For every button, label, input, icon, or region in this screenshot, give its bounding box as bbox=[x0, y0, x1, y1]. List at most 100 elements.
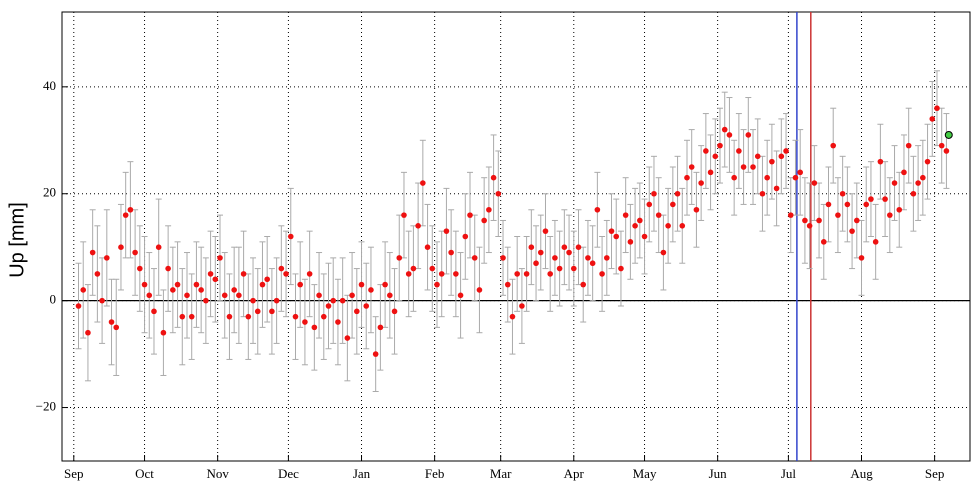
data-point bbox=[212, 276, 219, 283]
data-point bbox=[566, 249, 572, 256]
data-point bbox=[420, 180, 426, 186]
y-tick-label: 40 bbox=[43, 78, 56, 93]
data-point bbox=[863, 201, 870, 208]
y-axis-label: Up [mm] bbox=[6, 202, 28, 278]
data-point bbox=[330, 297, 337, 304]
data-point bbox=[396, 255, 403, 261]
data-point bbox=[740, 164, 747, 170]
data-point bbox=[778, 153, 785, 160]
data-point bbox=[943, 148, 950, 154]
data-point bbox=[349, 292, 355, 299]
data-point bbox=[674, 190, 681, 197]
data-point bbox=[363, 303, 370, 309]
data-point bbox=[736, 148, 742, 154]
data-point bbox=[750, 164, 756, 170]
data-point bbox=[453, 271, 459, 277]
data-point bbox=[721, 126, 728, 133]
data-point bbox=[594, 206, 601, 213]
data-point bbox=[816, 217, 822, 224]
data-point bbox=[575, 244, 582, 250]
data-point bbox=[853, 217, 860, 224]
y-tick-label: 0 bbox=[50, 292, 57, 307]
data-point bbox=[486, 206, 492, 213]
data-point bbox=[844, 201, 851, 208]
x-tick-label: Sep bbox=[64, 466, 84, 481]
data-point bbox=[523, 271, 530, 277]
data-point bbox=[155, 244, 162, 250]
data-point bbox=[245, 313, 252, 320]
data-point bbox=[731, 174, 737, 181]
data-point bbox=[509, 313, 516, 320]
data-point bbox=[250, 297, 256, 304]
data-point bbox=[783, 148, 789, 154]
data-point bbox=[221, 292, 228, 299]
data-point bbox=[622, 212, 629, 218]
data-point bbox=[320, 313, 327, 320]
x-tick-label: Jun bbox=[709, 466, 728, 481]
x-tick-label: Aug bbox=[850, 466, 873, 481]
data-point bbox=[589, 260, 596, 267]
data-point bbox=[184, 292, 190, 299]
data-point bbox=[151, 308, 157, 315]
x-tick-label: Jan bbox=[353, 466, 371, 481]
data-point bbox=[207, 271, 214, 277]
data-point bbox=[127, 206, 134, 213]
data-point bbox=[410, 265, 417, 272]
data-point bbox=[547, 271, 553, 277]
data-point bbox=[80, 287, 87, 293]
y-tick-label: −20 bbox=[36, 399, 56, 414]
x-tick-label: Mar bbox=[490, 466, 512, 481]
data-point bbox=[203, 297, 209, 304]
data-point bbox=[651, 190, 657, 197]
data-point bbox=[415, 223, 421, 229]
data-point bbox=[726, 132, 733, 138]
data-point bbox=[462, 233, 469, 240]
data-point bbox=[679, 223, 686, 229]
x-tick-label: Nov bbox=[206, 466, 229, 481]
y-tick-label: 20 bbox=[43, 185, 56, 200]
data-point bbox=[335, 319, 341, 325]
data-point bbox=[264, 276, 270, 283]
data-point bbox=[655, 212, 662, 218]
data-point bbox=[481, 217, 487, 224]
data-point bbox=[929, 116, 936, 122]
data-point bbox=[905, 142, 912, 149]
x-tick-label: Dec bbox=[278, 466, 299, 481]
data-point bbox=[802, 217, 808, 224]
data-point bbox=[665, 223, 671, 229]
data-point bbox=[641, 233, 648, 240]
data-point bbox=[769, 158, 775, 165]
data-point bbox=[368, 287, 374, 293]
data-point bbox=[269, 308, 275, 315]
data-point bbox=[552, 255, 558, 261]
data-point bbox=[198, 287, 204, 293]
data-point bbox=[660, 249, 667, 256]
data-point bbox=[113, 324, 120, 331]
data-point bbox=[580, 281, 587, 288]
data-point bbox=[297, 281, 304, 288]
data-point bbox=[302, 319, 308, 325]
x-tick-label: Feb bbox=[425, 466, 445, 481]
data-point bbox=[915, 180, 921, 186]
data-point bbox=[839, 190, 846, 197]
data-point bbox=[754, 153, 761, 160]
plot-frame bbox=[61, 11, 971, 462]
data-point bbox=[401, 212, 407, 218]
data-point bbox=[570, 265, 577, 272]
data-point bbox=[490, 174, 497, 181]
data-point bbox=[504, 281, 511, 288]
data-point bbox=[99, 297, 105, 304]
data-point bbox=[514, 271, 520, 277]
data-point bbox=[174, 281, 181, 288]
data-point bbox=[830, 142, 837, 149]
data-point bbox=[434, 281, 440, 288]
data-point bbox=[703, 148, 709, 154]
data-point bbox=[429, 265, 436, 272]
data-point bbox=[259, 281, 266, 288]
data-point bbox=[405, 271, 412, 277]
x-tick-label: Oct bbox=[135, 466, 154, 481]
data-point bbox=[273, 297, 280, 304]
data-point bbox=[188, 313, 195, 320]
data-point bbox=[910, 190, 917, 197]
